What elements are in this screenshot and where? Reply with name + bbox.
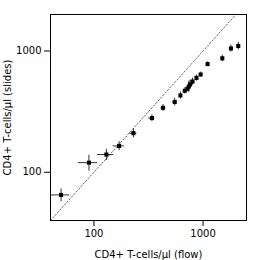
svg-text:100: 100 [84,228,103,239]
svg-text:CD4+ T-cells/μl (flow): CD4+ T-cells/μl (flow) [95,249,203,260]
svg-text:100: 100 [22,166,41,177]
svg-text:1000: 1000 [16,45,41,56]
svg-text:CD4+ T-cells/μl (slides): CD4+ T-cells/μl (slides) [2,60,13,176]
svg-text:1000: 1000 [190,228,215,239]
